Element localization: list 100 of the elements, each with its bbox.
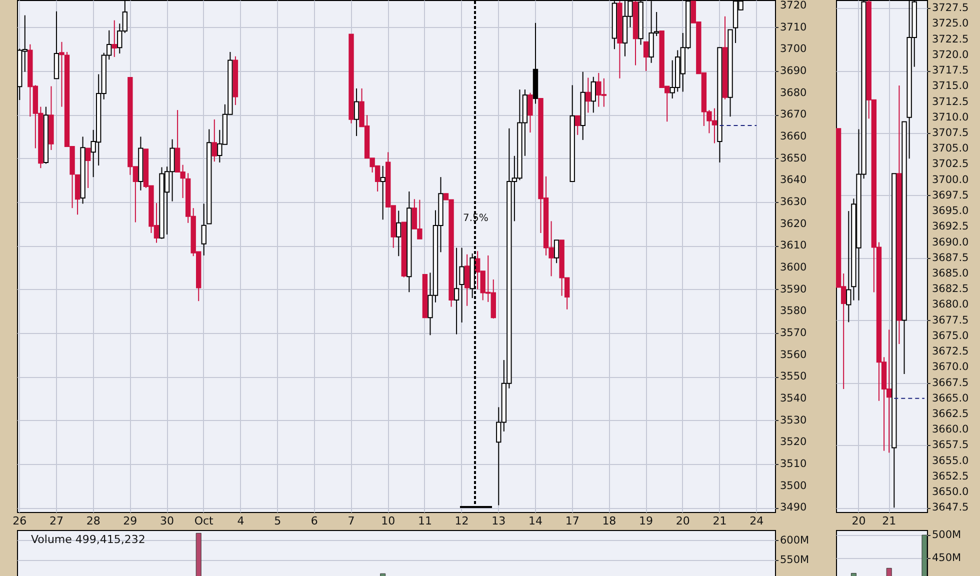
y-tick-label: 3500: [780, 480, 807, 492]
x-tick-label: 14: [528, 514, 542, 528]
candlestick: [112, 20, 117, 58]
x-tick-label: 28: [86, 514, 100, 528]
candlestick: [575, 115, 580, 136]
x-tick-label: Oct: [194, 514, 214, 528]
x-tick-label: 24: [750, 514, 764, 528]
x-tick-label: 6: [310, 514, 318, 528]
x-tick-label: 18: [602, 514, 616, 528]
y-tick-label: 3655.0: [932, 454, 969, 467]
candlestick: [459, 247, 464, 323]
y-tick-label: 3690.0: [932, 236, 969, 248]
x-tick-label: 12: [454, 514, 469, 528]
y-tick-label: 3715.0: [932, 80, 969, 92]
y-tick-label: 3665.0: [932, 392, 969, 404]
x-tick-label: 13: [492, 514, 506, 528]
y-tick-label: 3697.5: [932, 189, 969, 202]
y-tick-label: 3610: [780, 240, 807, 252]
y-tick-label: 3675.0: [932, 330, 969, 342]
y-tick-label: 3672.5: [932, 346, 969, 358]
x-tick-label: 21: [712, 514, 727, 528]
x-tick-label: 5: [274, 514, 282, 528]
y-tick-label: 3650.0: [932, 486, 969, 498]
candlestick: [590, 76, 596, 114]
candlestick: [554, 240, 560, 264]
candlestick: [586, 77, 591, 114]
candlestick: [454, 247, 460, 335]
y-tick-label: 3640: [780, 174, 807, 186]
annotation: 7.5%: [463, 213, 488, 224]
y-tick-label: 3720: [780, 0, 807, 12]
y-tick-label: 3660: [780, 130, 807, 142]
y-tick-label: 450M: [932, 552, 962, 564]
candlestick: [212, 118, 217, 162]
chart-title: Volume 499,415,232: [31, 533, 146, 546]
x-tick-label: 4: [237, 514, 244, 528]
y-tick-label: 3717.5: [932, 64, 969, 77]
candlestick: [354, 88, 360, 137]
x-tick-label: 27: [49, 514, 64, 528]
y-tick-label: 3705.0: [932, 142, 969, 155]
x-tick-label: 19: [639, 514, 654, 528]
y-tick-label: 3670.0: [932, 361, 969, 374]
y-tick-label: 3700.0: [932, 174, 969, 186]
y-tick-label: 3662.5: [932, 408, 969, 420]
x-tick-label: 7: [348, 514, 355, 528]
y-tick-label: 3720.0: [932, 48, 969, 61]
x-tick-label: 29: [123, 514, 138, 528]
x-tick-label: 10: [381, 514, 396, 528]
candlestick: [846, 210, 852, 323]
y-tick-label: 3722.5: [932, 33, 969, 46]
y-tick-label: 3570: [780, 326, 807, 339]
y-tick-label: 3590: [780, 283, 807, 296]
y-tick-label: 3670: [780, 108, 807, 121]
y-tick-label: 3520: [780, 436, 807, 448]
y-tick-label: 3580: [780, 305, 807, 318]
y-tick-label: 3540: [780, 392, 807, 404]
y-tick-label: 3727.5: [932, 2, 969, 14]
candlestick: [396, 210, 402, 257]
y-tick-label: 3680: [780, 86, 807, 99]
y-tick-label: 550M: [780, 554, 810, 566]
candlestick: [528, 92, 533, 134]
y-tick-label: 3490: [780, 502, 807, 514]
x-tick-label: 21: [882, 514, 896, 528]
x-tick-label: 30: [160, 514, 174, 528]
y-tick-label: 3710: [780, 21, 807, 34]
candlestick: [643, 41, 649, 72]
y-tick-label: 3600: [780, 261, 807, 274]
y-tick-label: 3652.5: [932, 470, 969, 482]
y-tick-label: 3677.5: [932, 314, 969, 326]
y-tick-label: 3687.5: [932, 252, 969, 264]
x-tick-label: 17: [565, 514, 580, 528]
y-tick-label: 3710.0: [932, 111, 969, 124]
y-tick-label: 3685.0: [932, 267, 969, 280]
y-tick-label: 3510: [780, 458, 807, 470]
y-tick-label: 3692.5: [932, 220, 969, 233]
y-tick-label: 3682.5: [932, 283, 969, 296]
y-tick-label: 3667.5: [932, 376, 969, 389]
x-tick-label: 20: [676, 514, 690, 528]
x-tick-label: 20: [852, 514, 866, 528]
x-tick-label: 26: [12, 514, 27, 528]
y-tick-label: 3630: [780, 196, 807, 208]
candlestick: [85, 148, 91, 188]
y-tick-label: 3620: [780, 218, 807, 230]
y-tick-label: 3647.5: [932, 502, 969, 514]
y-tick-label: 3650: [780, 152, 807, 164]
y-tick-label: 3725.0: [932, 18, 969, 30]
y-tick-label: 3695.0: [932, 205, 969, 218]
y-tick-label: 500M: [932, 529, 962, 542]
y-tick-label: 3550: [780, 370, 807, 383]
candlestick: [380, 165, 386, 220]
x-tick-label: 11: [418, 514, 432, 528]
y-tick-label: 3690: [780, 64, 807, 77]
y-tick-label: 3707.5: [932, 126, 969, 139]
candlestick: [464, 254, 470, 306]
y-tick-label: 3702.5: [932, 158, 969, 170]
y-tick-label: 3530: [780, 414, 807, 426]
y-tick-label: 600M: [780, 534, 810, 546]
y-tick-label: 3660.0: [932, 424, 969, 436]
y-tick-label: 3680.0: [932, 298, 969, 311]
y-tick-label: 3657.5: [932, 439, 969, 452]
y-tick-label: 3712.5: [932, 96, 969, 108]
